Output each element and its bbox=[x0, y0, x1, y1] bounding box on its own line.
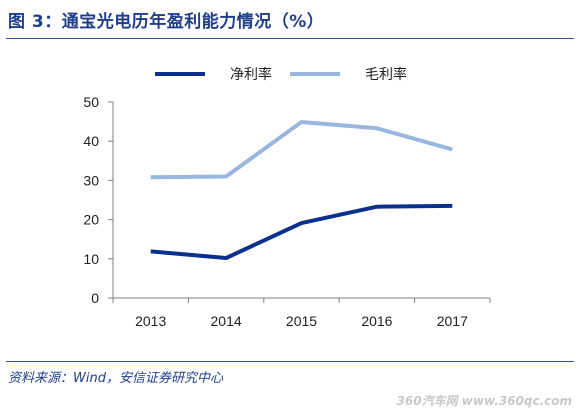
axes: 0 10 20 30 40 50 2013 2014 2015 2016 2017 bbox=[83, 94, 491, 329]
x-tick-label: 2014 bbox=[211, 313, 242, 329]
y-tick-label: 0 bbox=[91, 290, 99, 306]
title-divider bbox=[6, 38, 574, 39]
y-tick-label: 40 bbox=[83, 133, 99, 149]
y-tick-label: 10 bbox=[83, 251, 99, 267]
legend-label-2: 毛利率 bbox=[365, 66, 407, 83]
legend-label-1: 净利率 bbox=[230, 66, 272, 83]
y-tick-label: 20 bbox=[83, 212, 99, 228]
watermark: 360汽车网 www.360qc.com bbox=[396, 394, 572, 408]
x-tick-label: 2017 bbox=[437, 313, 468, 329]
source-note: 资料来源：Wind，安信证券研究中心 bbox=[8, 371, 223, 386]
series-line-1 bbox=[150, 203, 453, 260]
x-tick-label: 2016 bbox=[361, 313, 392, 329]
source-divider bbox=[6, 361, 574, 362]
y-tick-label: 50 bbox=[83, 94, 99, 110]
x-tick-label: 2013 bbox=[135, 313, 166, 329]
figure-title: 图 3：通宝光电历年盈利能力情况（%） bbox=[8, 12, 325, 32]
legend: 净利率 毛利率 bbox=[155, 66, 407, 83]
line-chart: 净利率 毛利率 0 10 20 30 40 50 2013 2014 2015 2016 2017 bbox=[83, 66, 491, 329]
x-tick-label: 2015 bbox=[286, 313, 317, 329]
series-line-2 bbox=[150, 120, 453, 180]
series-lines bbox=[150, 120, 453, 260]
y-tick-label: 30 bbox=[83, 172, 99, 188]
